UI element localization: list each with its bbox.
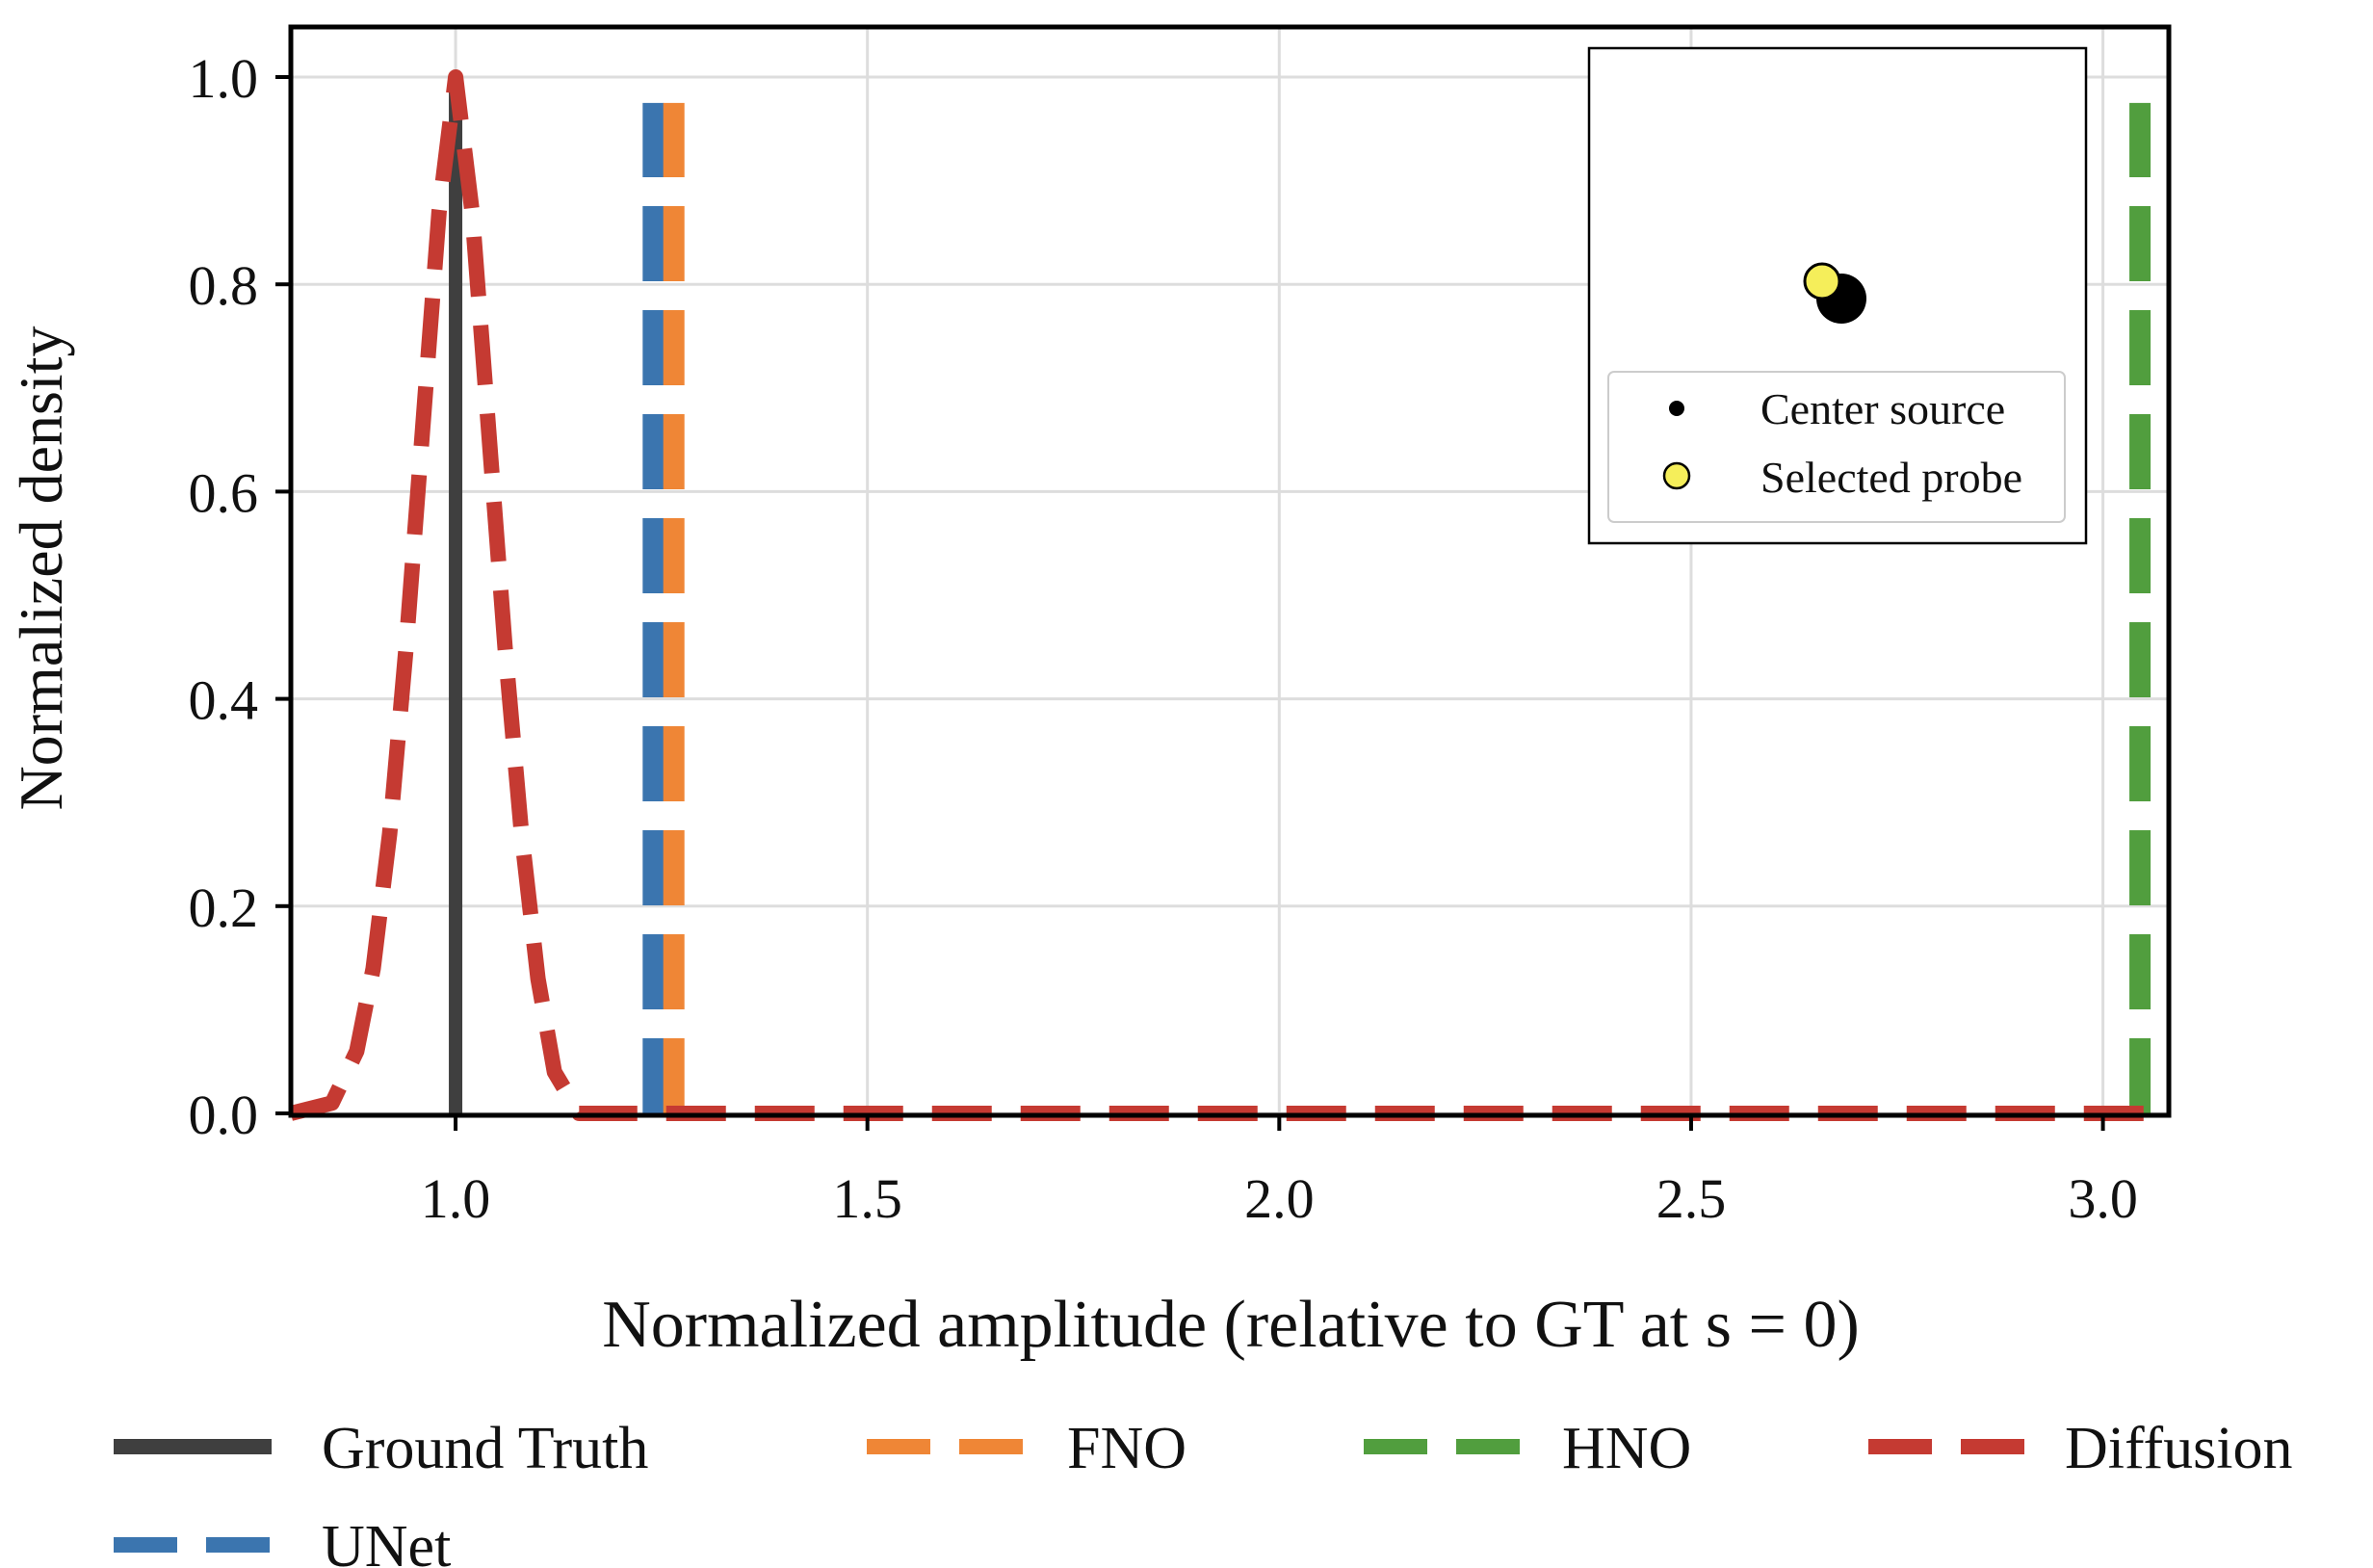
- selected-probe-marker: [1803, 262, 1841, 301]
- inset-panel: Center source Selected probe: [1587, 46, 2088, 545]
- plot-frame: [288, 24, 2172, 1118]
- axis-ticks: 1.0 1.5 2.0 2.5 3.0 0.0 0.2 0.4 0.6 0.8 1.0: [189, 47, 2138, 1230]
- inset-legend-box: [1607, 371, 2066, 523]
- legend-label-ground-truth: Ground Truth: [322, 1416, 648, 1481]
- y-tick-label: 0.0: [189, 1084, 259, 1146]
- legend-label-unet: UNet: [322, 1514, 451, 1568]
- y-tick-label: 0.8: [189, 254, 259, 317]
- x-tick-label: 1.5: [832, 1167, 902, 1230]
- x-tick-label: 2.0: [1244, 1167, 1315, 1230]
- y-tick-label: 0.2: [189, 876, 259, 939]
- center-source-legend-label: Center source: [1760, 384, 2005, 433]
- x-tick-label: 2.5: [1656, 1167, 1727, 1230]
- x-tick-label: 1.0: [421, 1167, 491, 1230]
- selected-probe-legend-label: Selected probe: [1760, 453, 2022, 502]
- y-tick-label: 1.0: [189, 47, 259, 110]
- selected-probe-legend-marker: [1662, 461, 1691, 490]
- y-tick-label: 0.6: [189, 461, 259, 524]
- legend: Ground Truth FNO HNO Diffusion UNet: [114, 1416, 2293, 1568]
- legend-label-fno: FNO: [1067, 1416, 1186, 1481]
- legend-label-diffusion: Diffusion: [2065, 1416, 2293, 1481]
- x-tick-label: 3.0: [2068, 1167, 2138, 1230]
- y-tick-label: 0.4: [189, 669, 259, 732]
- legend-label-hno: HNO: [1562, 1416, 1691, 1481]
- center-source-legend-marker: [1669, 401, 1684, 416]
- x-axis-label: Normalized amplitude (relative to GT at …: [602, 1288, 1860, 1362]
- y-axis-label: Normalized density: [7, 327, 75, 811]
